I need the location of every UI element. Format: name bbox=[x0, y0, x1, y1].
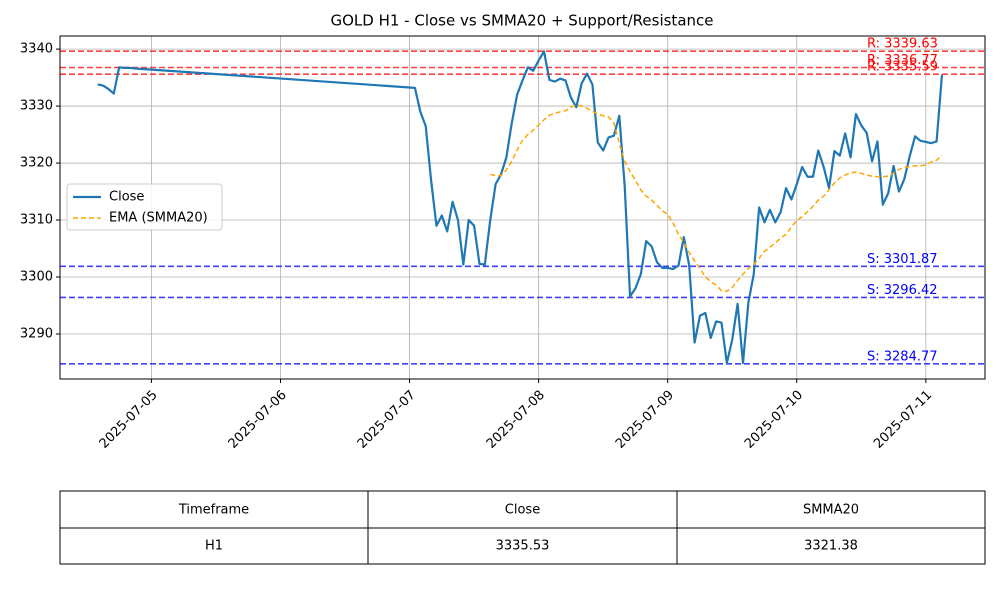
level-label: R: 3335.59 bbox=[867, 60, 938, 75]
legend-label: EMA (SMMA20) bbox=[109, 211, 208, 226]
y-tick-label: 3310 bbox=[20, 213, 53, 228]
x-tick-label: 2025-07-08 bbox=[484, 388, 548, 452]
chart-title: GOLD H1 - Close vs SMMA20 + Support/Resi… bbox=[330, 12, 713, 30]
x-tick-label: 2025-07-05 bbox=[97, 388, 161, 452]
legend: Close EMA (SMMA20) bbox=[66, 183, 223, 231]
y-tick-label: 3340 bbox=[20, 42, 53, 57]
table-header: SMMA20 bbox=[803, 503, 859, 518]
level-label: S: 3284.77 bbox=[867, 349, 938, 364]
level-label: S: 3301.87 bbox=[867, 252, 938, 267]
table-header: Close bbox=[505, 503, 540, 518]
series-line bbox=[490, 104, 943, 293]
legend-box bbox=[66, 183, 223, 231]
x-tick-label: 2025-07-07 bbox=[355, 388, 419, 452]
y-tick-label: 3290 bbox=[20, 326, 53, 341]
table-cell: 3335.53 bbox=[496, 539, 550, 554]
y-tick-label: 3330 bbox=[20, 99, 53, 114]
table-header: Timeframe bbox=[178, 503, 249, 518]
x-tick-label: 2025-07-10 bbox=[742, 388, 806, 452]
level-label: S: 3296.42 bbox=[867, 283, 938, 298]
table-cell: H1 bbox=[205, 539, 223, 554]
legend-label: Close bbox=[109, 190, 144, 205]
x-tick-label: 2025-07-11 bbox=[871, 388, 935, 452]
y-tick-label: 3320 bbox=[20, 156, 53, 171]
level-label: R: 3336.77 bbox=[867, 53, 938, 68]
plot-frame bbox=[59, 35, 986, 380]
y-tick-label: 3300 bbox=[20, 270, 53, 285]
x-tick-label: 2025-07-06 bbox=[226, 388, 290, 452]
series-line bbox=[97, 50, 944, 365]
level-label: R: 3339.63 bbox=[867, 37, 938, 52]
x-tick-label: 2025-07-09 bbox=[613, 388, 677, 452]
table-cell: 3321.38 bbox=[804, 539, 858, 554]
data-table: Timeframe Close SMMA20 H1 3335.53 3321.38 bbox=[59, 490, 986, 565]
